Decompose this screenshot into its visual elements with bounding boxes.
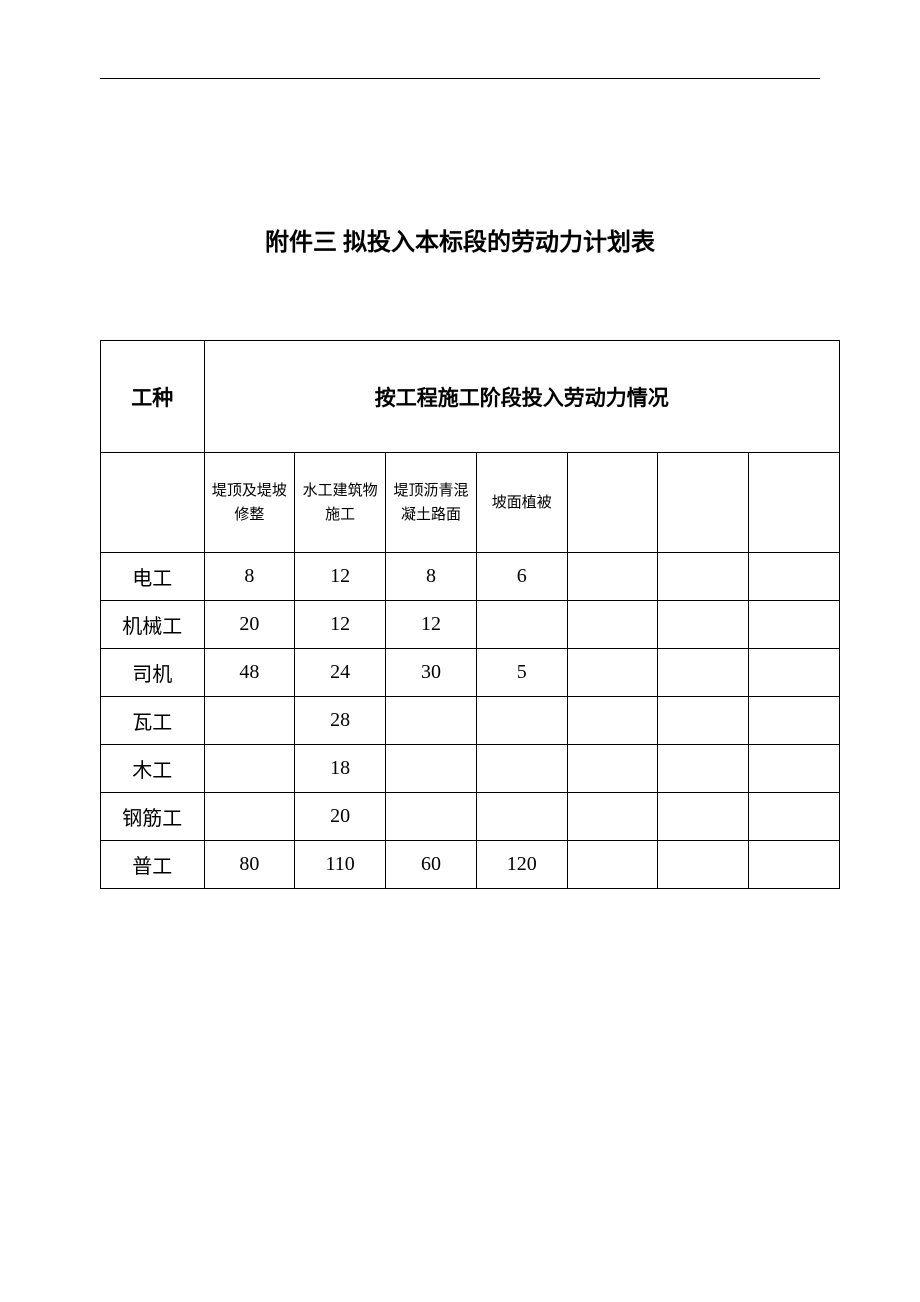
labor-plan-table-container: 工种 按工程施工阶段投入劳动力情况 堤顶及堤坡修整 水工建筑物施工 堤顶沥青混凝…: [100, 340, 840, 889]
labor-plan-table: 工种 按工程施工阶段投入劳动力情况 堤顶及堤坡修整 水工建筑物施工 堤顶沥青混凝…: [100, 340, 840, 889]
cell-value: [658, 649, 749, 697]
cell-value: [476, 601, 567, 649]
subheader-phase-7: [749, 453, 840, 553]
table-row: 机械工 20 12 12: [101, 601, 840, 649]
table-row: 瓦工 28: [101, 697, 840, 745]
cell-value: 12: [295, 553, 386, 601]
cell-value: 12: [386, 601, 477, 649]
header-worker-type: 工种: [101, 341, 205, 453]
subheader-phase-5: [567, 453, 658, 553]
cell-value: [658, 793, 749, 841]
table-row: 木工 18: [101, 745, 840, 793]
cell-value: [658, 745, 749, 793]
cell-value: 110: [295, 841, 386, 889]
cell-value: 24: [295, 649, 386, 697]
cell-value: [749, 745, 840, 793]
worker-name: 普工: [101, 841, 205, 889]
worker-name: 瓦工: [101, 697, 205, 745]
subheader-phase-3: 堤顶沥青混凝土路面: [386, 453, 477, 553]
cell-value: [567, 697, 658, 745]
cell-value: [204, 745, 295, 793]
cell-value: 48: [204, 649, 295, 697]
cell-value: 18: [295, 745, 386, 793]
cell-value: 8: [204, 553, 295, 601]
cell-value: [658, 841, 749, 889]
cell-value: 12: [295, 601, 386, 649]
cell-value: 5: [476, 649, 567, 697]
cell-value: 20: [295, 793, 386, 841]
cell-value: [749, 649, 840, 697]
cell-value: 80: [204, 841, 295, 889]
cell-value: [386, 745, 477, 793]
subheader-phase-2: 水工建筑物施工: [295, 453, 386, 553]
worker-name: 机械工: [101, 601, 205, 649]
cell-value: [567, 745, 658, 793]
cell-value: [567, 553, 658, 601]
worker-name: 木工: [101, 745, 205, 793]
cell-value: [386, 793, 477, 841]
cell-value: [386, 697, 477, 745]
cell-value: [567, 841, 658, 889]
cell-value: [749, 841, 840, 889]
subheader-phase-4: 坡面植被: [476, 453, 567, 553]
cell-value: 30: [386, 649, 477, 697]
subheader-phase-6: [658, 453, 749, 553]
cell-value: 8: [386, 553, 477, 601]
cell-value: 28: [295, 697, 386, 745]
table-header-row: 工种 按工程施工阶段投入劳动力情况: [101, 341, 840, 453]
cell-value: 60: [386, 841, 477, 889]
table-row: 电工 8 12 8 6: [101, 553, 840, 601]
worker-name: 电工: [101, 553, 205, 601]
cell-value: [204, 697, 295, 745]
cell-value: [567, 793, 658, 841]
cell-value: [567, 601, 658, 649]
worker-name: 司机: [101, 649, 205, 697]
cell-value: 20: [204, 601, 295, 649]
cell-value: [204, 793, 295, 841]
table-row: 普工 80 110 60 120: [101, 841, 840, 889]
subheader-phase-1: 堤顶及堤坡修整: [204, 453, 295, 553]
worker-name: 钢筋工: [101, 793, 205, 841]
table-row: 司机 48 24 30 5: [101, 649, 840, 697]
subheader-blank: [101, 453, 205, 553]
table-subheader-row: 堤顶及堤坡修整 水工建筑物施工 堤顶沥青混凝土路面 坡面植被: [101, 453, 840, 553]
cell-value: [476, 793, 567, 841]
cell-value: [749, 697, 840, 745]
cell-value: [658, 697, 749, 745]
cell-value: [658, 601, 749, 649]
table-row: 钢筋工 20: [101, 793, 840, 841]
cell-value: 120: [476, 841, 567, 889]
cell-value: 6: [476, 553, 567, 601]
cell-value: [658, 553, 749, 601]
cell-value: [567, 649, 658, 697]
page-title: 附件三 拟投入本标段的劳动力计划表: [0, 222, 920, 257]
cell-value: [749, 553, 840, 601]
page-top-rule: [100, 78, 820, 79]
cell-value: [476, 745, 567, 793]
header-phase: 按工程施工阶段投入劳动力情况: [204, 341, 840, 453]
cell-value: [749, 601, 840, 649]
cell-value: [476, 697, 567, 745]
cell-value: [749, 793, 840, 841]
